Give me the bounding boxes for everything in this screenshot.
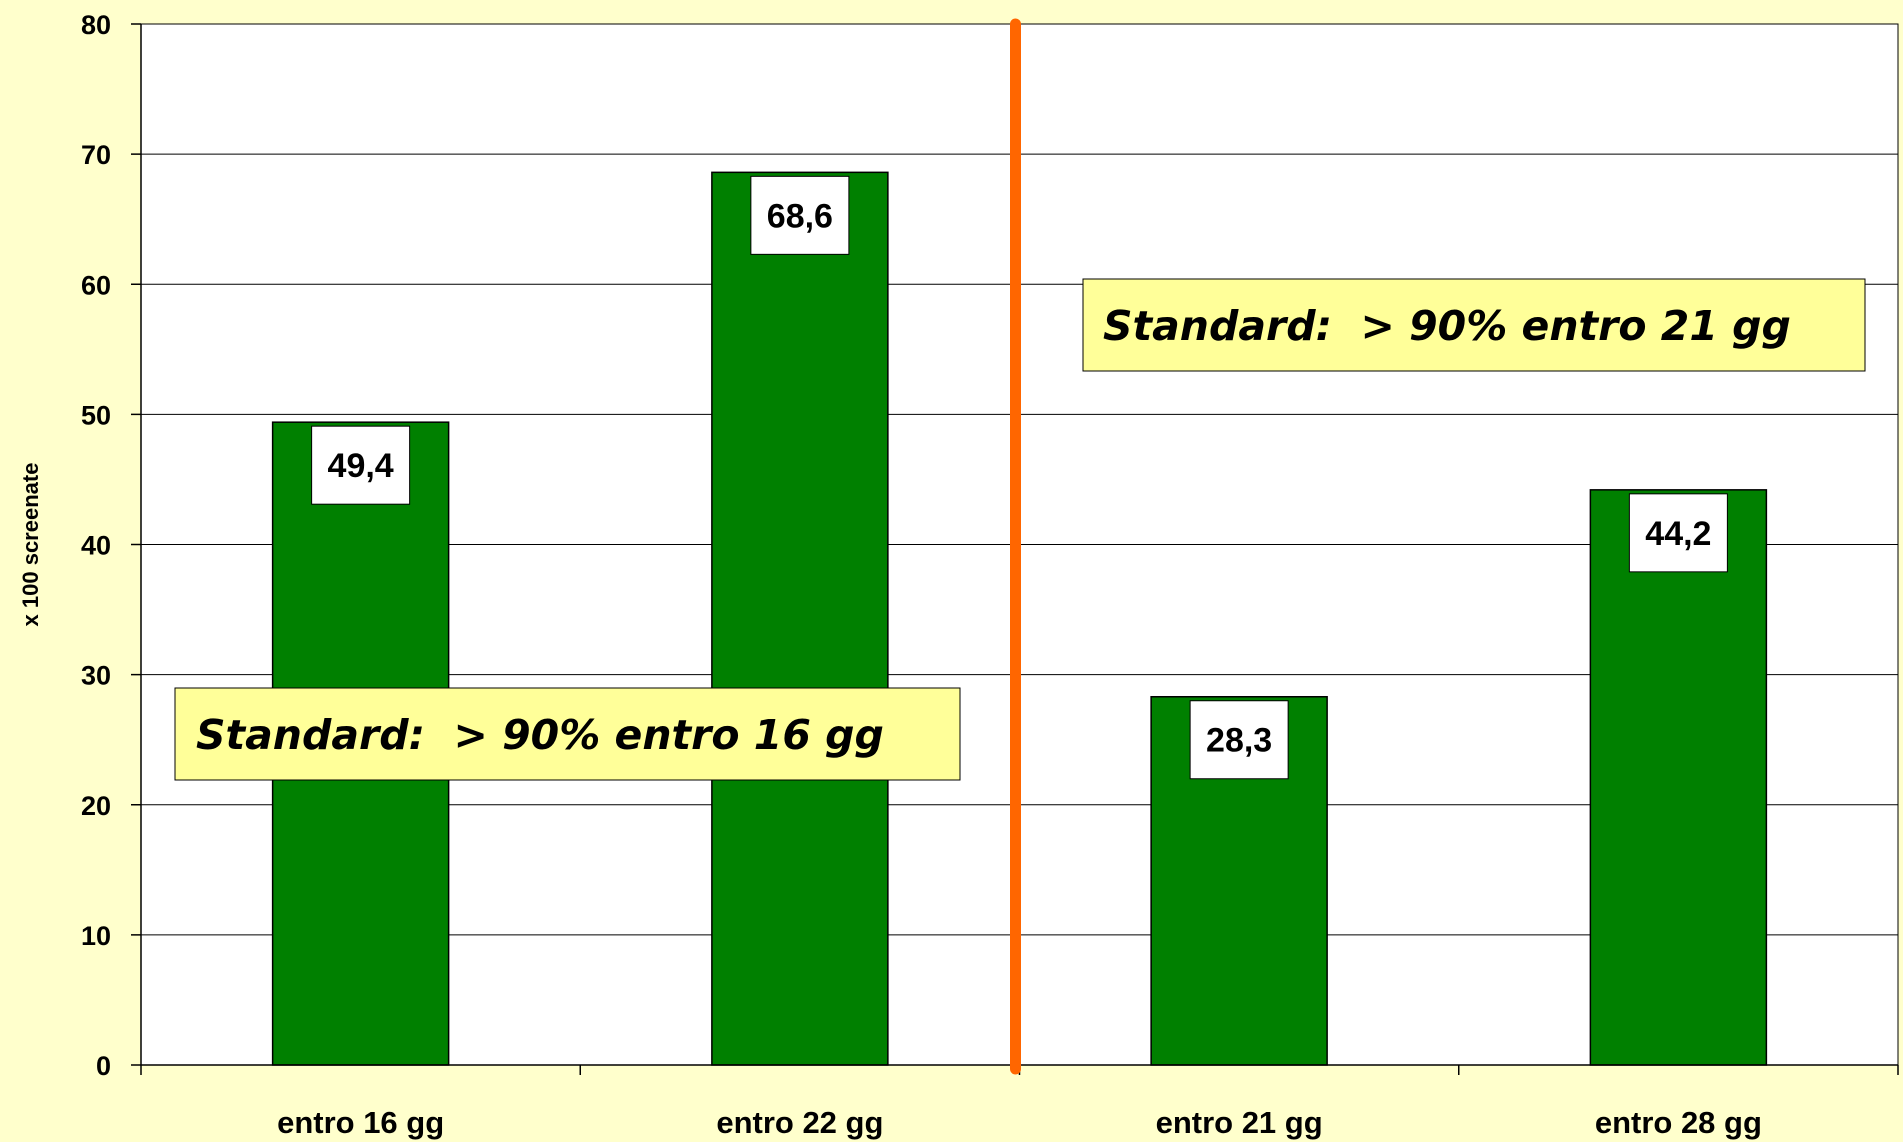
standard-annotation-2: Standard: > 90% entro 21 gg (1082, 278, 1866, 372)
x-tick-label: entro 16 gg (277, 1105, 444, 1140)
axes: 0 10 20 30 40 50 60 70 80 entro 16 gg entro 22 gg e… (81, 10, 1899, 1140)
standard-annotation-2-box (1082, 278, 1866, 372)
standard-annotation-1: Standard: > 90% entro 16 gg (174, 687, 961, 781)
data-label: 49,4 (328, 447, 394, 485)
y-tick-label: 80 (81, 10, 111, 40)
y-tick-label: 0 (96, 1051, 111, 1081)
y-tick-label: 20 (81, 791, 111, 821)
data-label-box (1628, 493, 1728, 573)
y-axis-label: x 100 screenate (18, 463, 43, 627)
data-label-box (311, 425, 411, 505)
standard-annotation-2-text: Standard: > 90% entro 21 gg (1103, 302, 1791, 350)
y-tick-label: 40 (81, 531, 111, 561)
data-label: 68,6 (767, 197, 833, 235)
x-tick-label: entro 28 gg (1595, 1105, 1762, 1140)
data-label-box (750, 175, 850, 255)
y-tick-label: 10 (81, 921, 111, 951)
y-tick-label: 60 (81, 270, 111, 300)
data-label-box (1189, 700, 1289, 780)
x-tick-label: entro 21 gg (1156, 1105, 1323, 1140)
bar-4 (1589, 489, 1768, 1066)
data-label: 44,2 (1645, 515, 1711, 553)
y-tick-label: 70 (81, 140, 111, 170)
bar-2 (711, 171, 889, 1066)
data-label: 28,3 (1206, 722, 1272, 760)
bar-3 (1150, 695, 1328, 1066)
standard-annotation-1-text: Standard: > 90% entro 16 gg (196, 711, 884, 759)
standard-annotation-1-box (174, 687, 961, 781)
x-tick-label: entro 22 gg (716, 1105, 883, 1140)
data-labels: 49,4 68,6 28,3 44,2 (311, 175, 1728, 780)
y-tick-label: 30 (81, 661, 111, 691)
y-tick-label: 50 (81, 400, 111, 430)
